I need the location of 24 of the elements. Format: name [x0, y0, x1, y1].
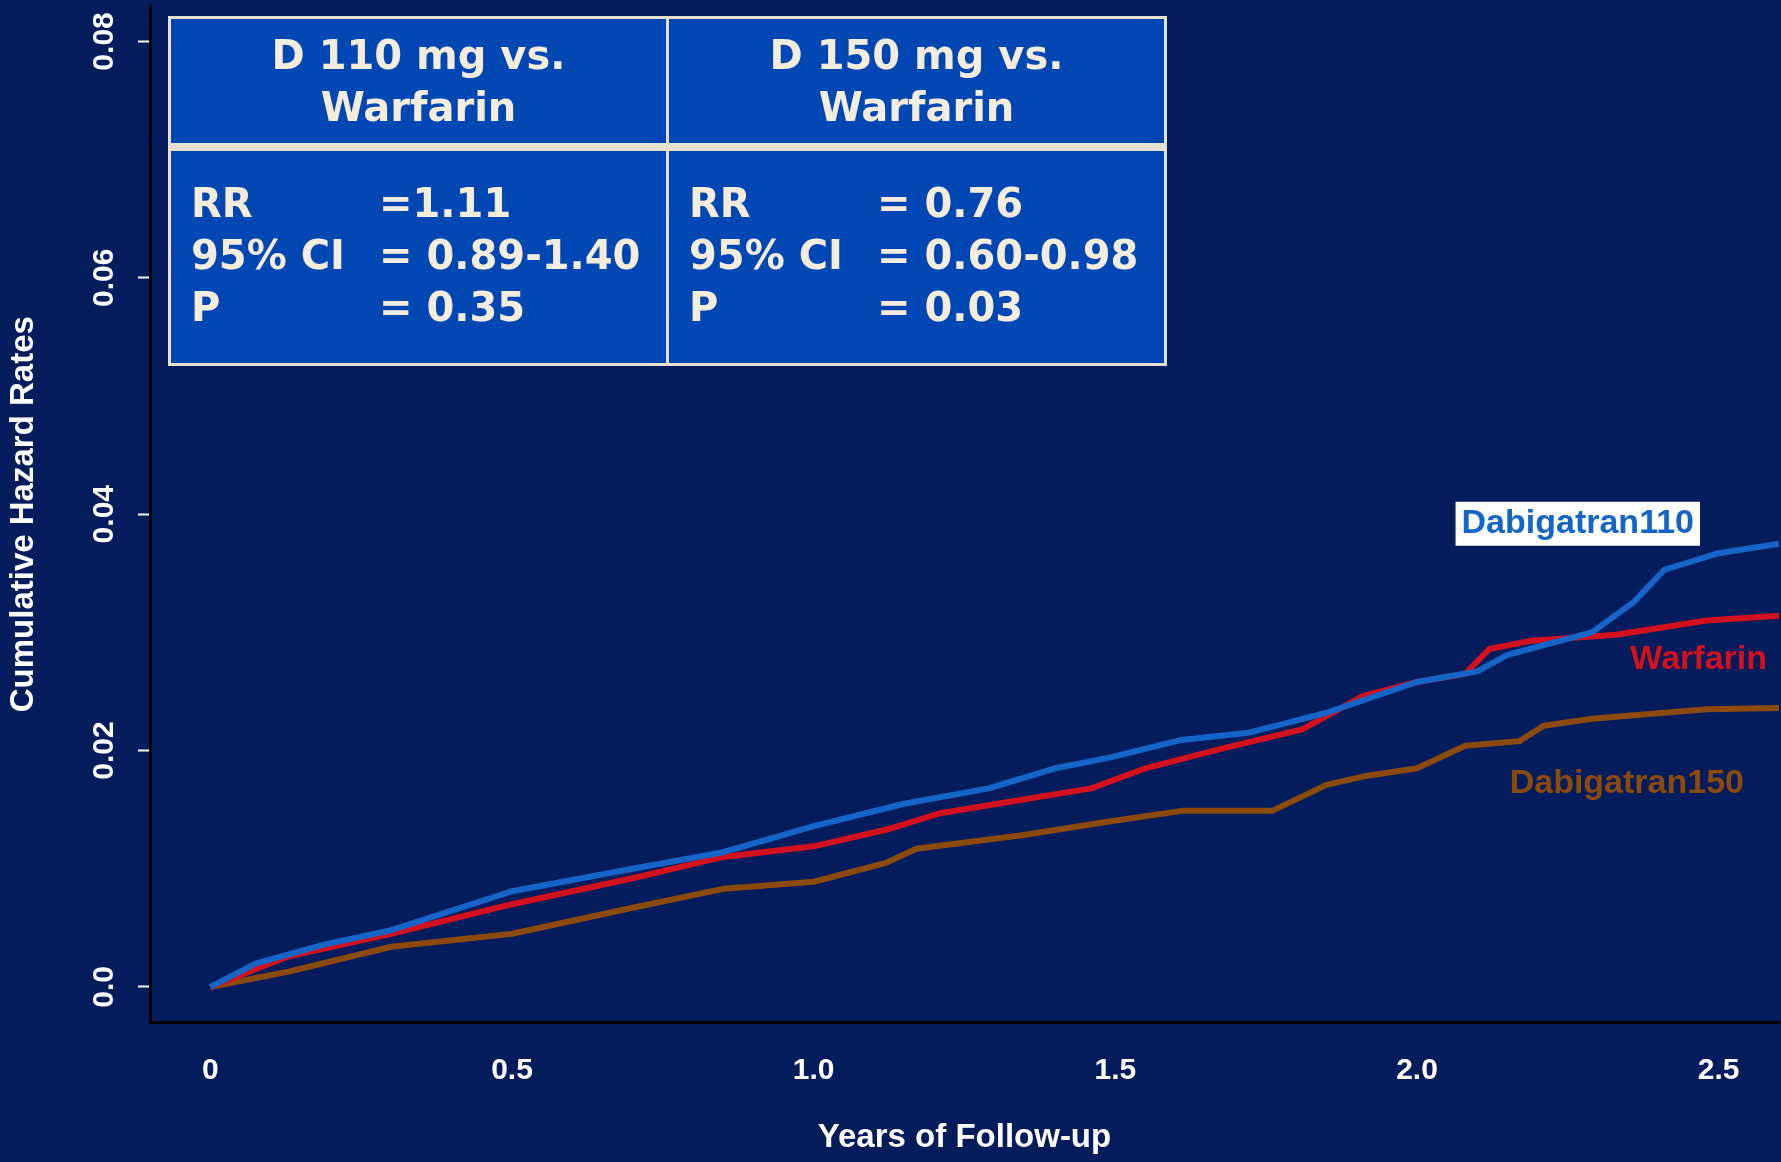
x-tick-label: 0 — [201, 1051, 219, 1085]
series-label: Warfarin — [1630, 638, 1767, 677]
y-tick-label: 0.02 — [86, 721, 120, 780]
x-tick-label: 2.5 — [1697, 1051, 1740, 1085]
y-tick-label: 0.08 — [86, 12, 120, 71]
y-tick-label: 0.0 — [86, 966, 120, 1008]
annotation: D 150 mg vs. Warfarin — [667, 17, 1166, 147]
y-axis-title: Cumulative Hazard Rates — [2, 316, 40, 713]
x-tick-label: 2.0 — [1396, 1051, 1438, 1085]
series-label: Dabigatran110 — [1461, 502, 1694, 541]
text: RR = 0.76 — [689, 180, 1024, 226]
annotation: 95% CI = 0.89-1.40 — [191, 231, 641, 280]
x-axis-title: Years of Follow-up — [817, 1117, 1112, 1155]
x-tick-label: 1.5 — [1094, 1051, 1137, 1085]
text: P = 0.03 — [689, 284, 1024, 330]
y-tick-label: 0.04 — [86, 484, 120, 544]
x-tick-label: 1.0 — [792, 1051, 835, 1085]
x-tick-label: 0.5 — [491, 1051, 533, 1085]
text: P = 0.35 — [191, 284, 526, 330]
series-label: Dabigatran150 — [1509, 762, 1744, 801]
annotation: 95% CI = 0.60-0.98 — [689, 231, 1139, 280]
annotation: D 110 mg vs. Warfarin — [169, 17, 668, 147]
y-tick-label: 0.06 — [86, 248, 120, 308]
text: RR =1.11 — [191, 180, 512, 226]
